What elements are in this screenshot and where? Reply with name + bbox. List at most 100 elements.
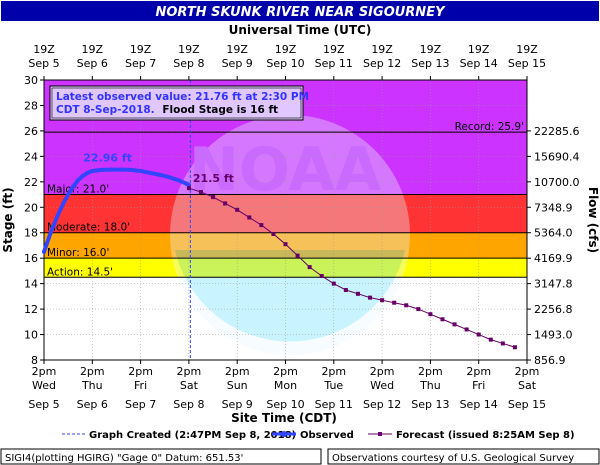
- bottom-tick-date: Sep 8: [173, 398, 204, 411]
- forecast-point: [476, 332, 481, 337]
- observed-point: [70, 184, 75, 189]
- bottom-tick-time: 2pm: [80, 365, 105, 378]
- forecast-point: [500, 341, 505, 346]
- top-tick-hour: 19Z: [178, 43, 200, 56]
- top-tick-hour: 19Z: [468, 43, 490, 56]
- forecast-line: [188, 187, 516, 348]
- y-axis-title: Stage (ft): [1, 187, 15, 252]
- observed-point: [128, 167, 133, 172]
- forecast-point: [247, 215, 252, 220]
- flow-tick-label: 7348.9: [534, 201, 573, 214]
- top-tick-date: Sep 11: [315, 57, 353, 70]
- bottom-tick-date: Sep 5: [28, 398, 59, 411]
- y-tick-label: 16: [24, 252, 38, 265]
- forecast-point: [295, 253, 300, 258]
- observed-point: [119, 167, 124, 172]
- top-tick-date: Sep 6: [77, 57, 108, 70]
- bottom-tick-date: Sep 7: [125, 398, 156, 411]
- threshold-label-moderate: Moderate: 18.0': [47, 222, 130, 234]
- top-tick-hour: 19Z: [82, 43, 104, 56]
- footer-left-box: [0, 448, 322, 465]
- forecast-point: [428, 312, 433, 317]
- top-tick-hour: 19Z: [371, 43, 393, 56]
- forecast-point: [464, 327, 469, 332]
- y-tick-label: 12: [24, 303, 38, 316]
- forecast-point: [223, 201, 228, 206]
- threshold-label-minor: Minor: 16.0': [47, 247, 109, 259]
- observed-point: [109, 167, 114, 172]
- top-tick-hour: 19Z: [275, 43, 297, 56]
- bottom-tick-date: Sep 13: [411, 398, 449, 411]
- bottom-tick-time: 2pm: [515, 365, 540, 378]
- forecast-point: [259, 223, 264, 228]
- forecast-point: [380, 298, 385, 303]
- forecast-point: [211, 195, 216, 200]
- top-tick-date: Sep 10: [266, 57, 304, 70]
- bottom-tick-day: Wed: [32, 379, 56, 392]
- title-bar: [1, 1, 599, 21]
- observed-point: [95, 168, 100, 173]
- observed-point: [61, 201, 66, 206]
- forecast-point: [404, 303, 409, 308]
- latest-observation-note: Latest observed value: 21.76 ft at 2:30 …: [49, 85, 309, 121]
- forecast-point: [235, 207, 240, 212]
- y-tick-label: 28: [24, 99, 38, 112]
- flow-tick-label: 1493.0: [534, 329, 573, 342]
- flow-tick-label: 15690.4: [534, 150, 580, 163]
- bottom-tick-day: Mon: [274, 379, 297, 392]
- observed-point: [177, 178, 182, 183]
- top-tick-date: Sep 9: [222, 57, 253, 70]
- top-tick-hour: 19Z: [226, 43, 248, 56]
- bottom-tick-time: 2pm: [128, 365, 153, 378]
- legend-observed: Observed: [300, 430, 354, 441]
- bottom-tick-day: Fri: [472, 379, 485, 392]
- note-line2: CDT 8-Sep-2018.: [56, 104, 155, 116]
- y-tick-label: 26: [24, 125, 38, 138]
- bottom-tick-time: 2pm: [32, 365, 57, 378]
- observed-point: [157, 172, 162, 177]
- observed-point: [46, 235, 51, 240]
- forecast-point: [488, 337, 493, 342]
- bottom-tick-time: 2pm: [466, 365, 491, 378]
- y-tick-label: 20: [24, 201, 38, 214]
- observed-point: [42, 249, 46, 254]
- top-tick-date: Sep 8: [173, 57, 204, 70]
- top-tick-date: Sep 14: [460, 57, 498, 70]
- threshold-label-action: Action: 14.5': [47, 266, 113, 278]
- forecast-point: [343, 288, 348, 292]
- bottom-tick-day: Sun: [227, 379, 248, 392]
- top-tick-hour: 19Z: [323, 43, 345, 56]
- bottom-tick-day: Tue: [323, 379, 343, 392]
- legend: Graph Created (2:47PM Sep 8, 2018) Obser…: [62, 430, 575, 441]
- observed-point: [99, 167, 104, 172]
- observed-point: [66, 192, 71, 197]
- bottom-axis-title: Site Time (CDT): [231, 411, 337, 425]
- forecast-point: [512, 345, 517, 350]
- forecast-point: [307, 265, 312, 270]
- y-tick-label: 10: [24, 329, 38, 342]
- observed-point: [148, 170, 153, 175]
- note-flood-stage: Flood Stage is 16 ft: [162, 104, 278, 116]
- forecast-point: [368, 295, 373, 300]
- bottom-tick-time: 2pm: [177, 365, 202, 378]
- forecast-point: [331, 281, 336, 286]
- observed-point: [167, 175, 172, 180]
- observed-point: [75, 178, 80, 183]
- noaa-watermark: NOAA: [170, 115, 410, 355]
- bottom-tick-time: 2pm: [321, 365, 346, 378]
- bottom-tick-day: Sat: [518, 379, 537, 392]
- bottom-tick-day: Sat: [180, 379, 199, 392]
- flow-tick-label: 3147.8: [534, 278, 573, 291]
- forecast-point: [198, 190, 203, 194]
- bottom-tick-date: Sep 14: [460, 398, 498, 411]
- top-tick-date: Sep 13: [411, 57, 449, 70]
- forecast-point: [283, 242, 288, 247]
- forecast-point: [416, 307, 421, 312]
- top-tick-date: Sep 7: [125, 57, 156, 70]
- footer-datum: SIGI4(plotting HGIRG) "Gage 0" Datum: 65…: [5, 453, 243, 464]
- bottom-tick-time: 2pm: [418, 365, 443, 378]
- y-tick-label: 14: [24, 278, 38, 291]
- observed-point: [90, 169, 95, 173]
- forecast-point: [319, 274, 324, 278]
- legend-forecast: Forecast (issued 8:25AM Sep 8): [396, 430, 575, 441]
